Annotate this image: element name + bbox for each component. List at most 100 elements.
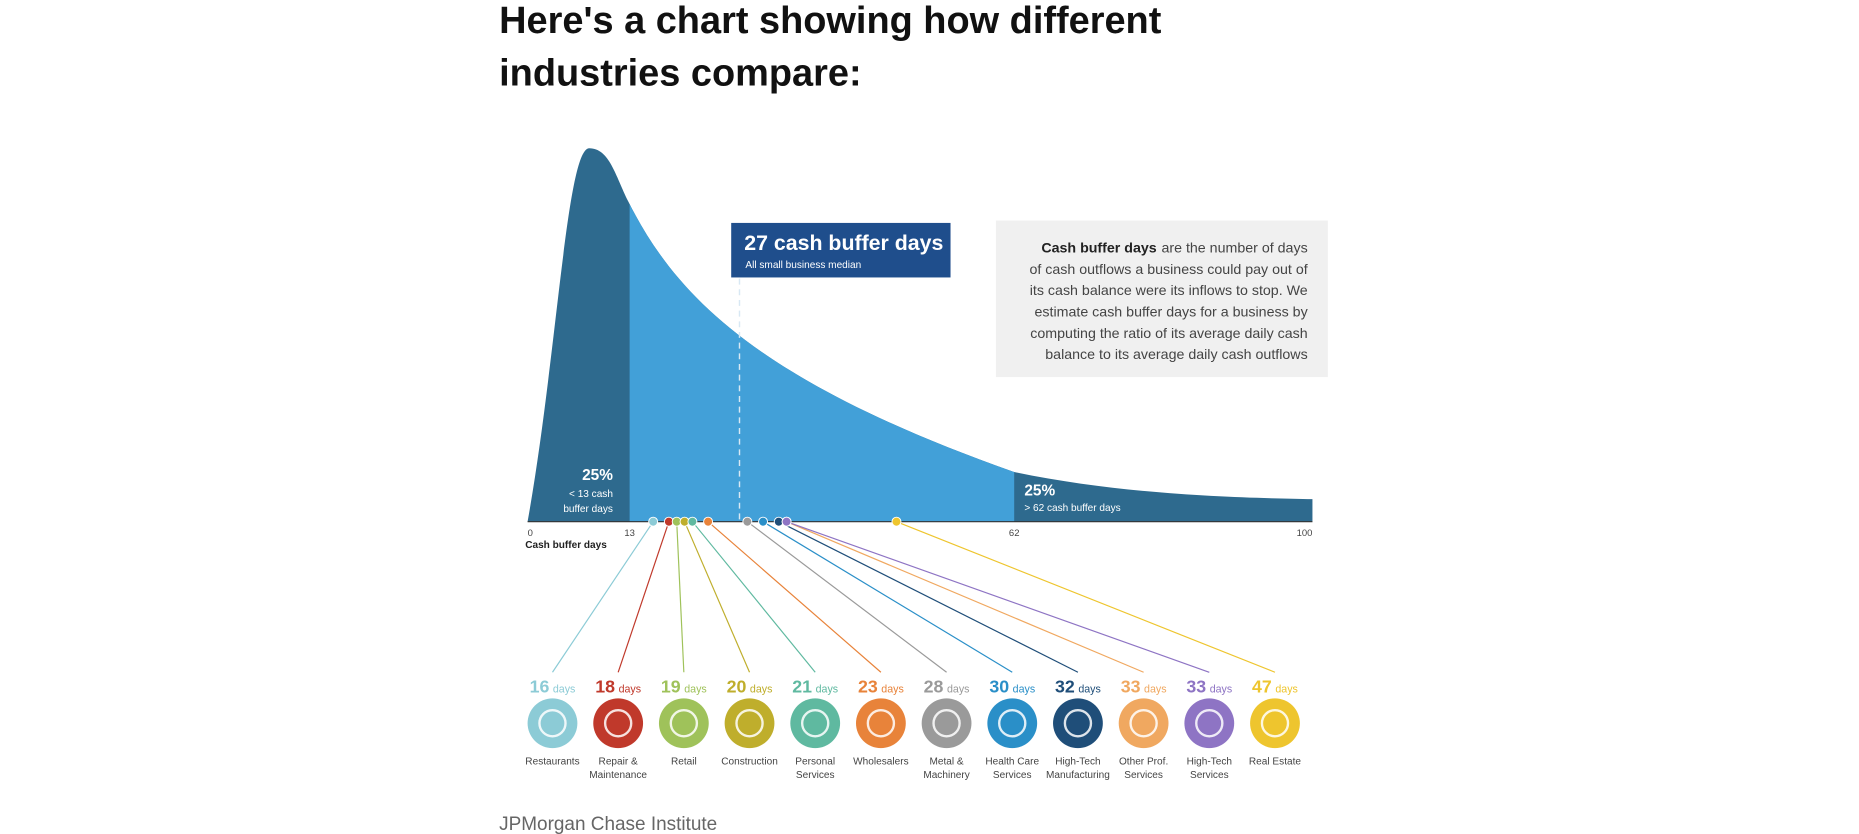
definition-line: computing the ratio of its average daily… bbox=[1030, 326, 1307, 342]
heading: Here's a chart showing how different bbox=[499, 0, 1162, 42]
value-unit: days bbox=[750, 683, 773, 695]
industry-name-box: Repair & Maintenance bbox=[589, 755, 647, 781]
industry-value: 18 days bbox=[595, 676, 641, 696]
value-unit: days bbox=[553, 683, 576, 695]
value-number: 33 bbox=[1121, 676, 1141, 696]
definition-line: estimate cash buffer days for a business… bbox=[1034, 305, 1308, 321]
industry-icon-glyph bbox=[1195, 709, 1224, 738]
quartile-annotation: buffer days bbox=[563, 504, 613, 515]
industry-name-box: Other Prof. Services bbox=[1119, 755, 1168, 780]
industry-name-box: Personal Services bbox=[795, 755, 836, 781]
industry-icon-glyph bbox=[735, 709, 764, 738]
x-tick-label: 0 bbox=[528, 528, 533, 539]
value-unit: days bbox=[1210, 683, 1233, 695]
value-number: 47 bbox=[1252, 676, 1272, 696]
industry-name: High-Tech Services bbox=[1186, 755, 1232, 781]
industry-value: 19 days bbox=[661, 676, 707, 696]
industry-value: 20 days bbox=[727, 676, 773, 696]
industry-dot bbox=[687, 516, 698, 527]
industry-name: Repair & Maintenance bbox=[589, 755, 647, 781]
industry-dot bbox=[891, 516, 902, 527]
leader-line bbox=[778, 521, 1079, 673]
industry-icon-glyph bbox=[1129, 709, 1158, 738]
industry-name: Real Estate bbox=[1248, 755, 1302, 768]
industry-icon-glyph bbox=[1063, 709, 1093, 738]
leader-line bbox=[676, 521, 685, 673]
value-unit: days bbox=[619, 683, 642, 695]
industry-icon-glyph bbox=[932, 709, 961, 738]
value-number: 21 bbox=[792, 676, 812, 696]
industry-icon-glyph bbox=[998, 709, 1027, 738]
value-unit: days bbox=[1013, 683, 1036, 695]
middle-half-region bbox=[629, 148, 1015, 522]
value-number: 23 bbox=[858, 676, 878, 696]
definition-line: its cash balance were its inflows to sto… bbox=[1030, 283, 1308, 299]
industry-value: 33 days bbox=[1121, 676, 1167, 696]
industry-icon bbox=[987, 698, 1038, 749]
median-box bbox=[731, 222, 951, 278]
industry-name: Retail bbox=[670, 755, 697, 768]
value-unit: days bbox=[816, 683, 839, 695]
definition-line: Cash buffer days are the number of days bbox=[1041, 241, 1307, 257]
definition-text: are the number of days bbox=[1161, 241, 1307, 257]
industry-name: Personal Services bbox=[795, 755, 836, 781]
industry-icon bbox=[658, 698, 709, 749]
industry-dots bbox=[648, 516, 902, 527]
definition-term: Cash buffer days bbox=[1041, 241, 1156, 257]
industry-name: Construction bbox=[721, 755, 778, 768]
industry-icon bbox=[1053, 698, 1103, 749]
median-title: 27 cash buffer days bbox=[744, 231, 943, 255]
value-number: 30 bbox=[989, 676, 1009, 696]
industry-name-box: High-Tech Services bbox=[1186, 755, 1232, 781]
leader-line bbox=[746, 521, 947, 673]
industry-name-box: High-Tech Manufacturing bbox=[1046, 755, 1110, 780]
industry-value: 21 days bbox=[792, 676, 838, 696]
leader-line bbox=[617, 521, 670, 673]
source: JPMorgan Chase Institute bbox=[499, 814, 717, 834]
value-number: 33 bbox=[1186, 676, 1206, 696]
value-unit: days bbox=[1078, 683, 1101, 695]
quartile-annotation: 25% bbox=[582, 467, 613, 484]
definition-line: balance to its average daily cash outflo… bbox=[1045, 347, 1307, 363]
heading: industries compare: bbox=[499, 52, 861, 94]
industry-value: 30 days bbox=[989, 676, 1035, 696]
industry-name-box: Retail bbox=[670, 755, 697, 768]
value-unit: days bbox=[1275, 683, 1298, 695]
industry-value: 47 days bbox=[1252, 676, 1298, 696]
industry-name: Wholesalers bbox=[853, 755, 909, 768]
industry-value: 23 days bbox=[858, 676, 904, 696]
industry-dot bbox=[703, 516, 714, 527]
leader-line bbox=[551, 521, 654, 673]
industry-name: Health Care Services bbox=[985, 755, 1040, 781]
industry-name-box: Metal & Machinery bbox=[923, 755, 969, 780]
industry-icon bbox=[724, 698, 775, 749]
value-number: 32 bbox=[1055, 676, 1075, 696]
industry-value: 28 days bbox=[924, 676, 970, 696]
leader-line bbox=[707, 521, 882, 673]
leader-line bbox=[684, 521, 751, 673]
value-number: 28 bbox=[924, 676, 944, 696]
industry-icon-glyph bbox=[669, 709, 699, 738]
quartile-annotation: > 62 cash buffer days bbox=[1024, 503, 1120, 514]
industry-icon bbox=[790, 698, 841, 749]
value-unit: days bbox=[947, 683, 970, 695]
definition-line: of cash outflows a business could pay ou… bbox=[1029, 262, 1307, 278]
value-unit: days bbox=[684, 683, 707, 695]
x-tick-label: 100 bbox=[1297, 528, 1313, 539]
industry-icon bbox=[1118, 698, 1169, 749]
industry-dot bbox=[781, 516, 792, 527]
leader-lines bbox=[551, 521, 1276, 673]
industry-name-box: Health Care Services bbox=[985, 755, 1040, 781]
value-unit: days bbox=[881, 683, 904, 695]
leader-line bbox=[762, 521, 1013, 673]
industry-icon bbox=[1184, 698, 1235, 749]
industry-icon-glyph bbox=[1260, 709, 1290, 738]
industry-icon-glyph bbox=[538, 709, 567, 738]
leader-line bbox=[896, 521, 1276, 673]
industry-name-box: Restaurants bbox=[525, 755, 579, 767]
industry-icon-glyph bbox=[800, 709, 830, 738]
x-tick-label: 13 bbox=[624, 528, 635, 539]
leader-line bbox=[691, 521, 816, 673]
